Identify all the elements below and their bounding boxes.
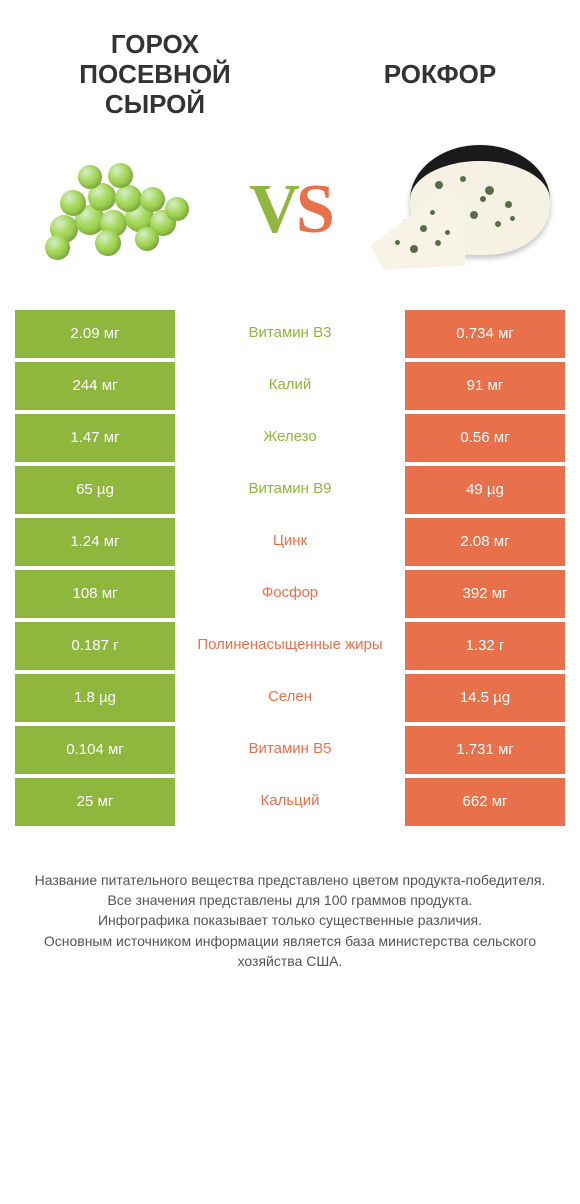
value-right: 1.32 г: [405, 622, 565, 670]
vs-s: S: [296, 171, 331, 248]
nutrient-row: 2.09 мгВитамин B30.734 мг: [15, 310, 565, 358]
nutrient-row: 25 мгКальций662 мг: [15, 778, 565, 826]
nutrient-row: 0.187 гПолиненасыщенные жиры1.32 г: [15, 622, 565, 670]
footer-notes: Название питательного вещества представл…: [0, 830, 580, 971]
value-right: 0.56 мг: [405, 414, 565, 462]
nutrient-row: 1.47 мгЖелезо0.56 мг: [15, 414, 565, 462]
value-left: 1.8 µg: [15, 674, 175, 722]
footer-line: Все значения представлены для 100 граммо…: [25, 890, 555, 910]
nutrient-name: Цинк: [175, 518, 405, 566]
footer-line: Основным источником информации является …: [25, 931, 555, 972]
nutrient-table: 2.09 мгВитамин B30.734 мг244 мгКалий91 м…: [0, 310, 580, 826]
nutrient-row: 108 мгФосфор392 мг: [15, 570, 565, 618]
nutrient-name: Кальций: [175, 778, 405, 826]
value-right: 2.08 мг: [405, 518, 565, 566]
value-left: 2.09 мг: [15, 310, 175, 358]
value-left: 244 мг: [15, 362, 175, 410]
nutrient-name: Фосфор: [175, 570, 405, 618]
value-right: 49 µg: [405, 466, 565, 514]
value-left: 1.24 мг: [15, 518, 175, 566]
title-left: ГОРОХ ПОСЕВНОЙ СЫРОЙ: [40, 30, 270, 120]
title-right: РОКФОР: [340, 30, 540, 90]
nutrient-name: Железо: [175, 414, 405, 462]
nutrient-name: Витамин B9: [175, 466, 405, 514]
value-right: 392 мг: [405, 570, 565, 618]
nutrient-row: 244 мгКалий91 мг: [15, 362, 565, 410]
nutrient-row: 0.104 мгВитамин B51.731 мг: [15, 726, 565, 774]
nutrient-name: Витамин B3: [175, 310, 405, 358]
cheese-image: [370, 140, 550, 280]
value-right: 91 мг: [405, 362, 565, 410]
value-left: 1.47 мг: [15, 414, 175, 462]
value-left: 0.104 мг: [15, 726, 175, 774]
nutrient-row: 1.24 мгЦинк2.08 мг: [15, 518, 565, 566]
vs-label: VS: [249, 175, 331, 245]
value-left: 108 мг: [15, 570, 175, 618]
nutrient-name: Полиненасыщенные жиры: [175, 622, 405, 670]
footer-line: Название питательного вещества представл…: [25, 870, 555, 890]
value-left: 0.187 г: [15, 622, 175, 670]
images-row: VS: [0, 130, 580, 310]
nutrient-row: 65 µgВитамин B949 µg: [15, 466, 565, 514]
footer-line: Инфографика показывает только существенн…: [25, 910, 555, 930]
nutrient-name: Селен: [175, 674, 405, 722]
nutrient-name: Витамин B5: [175, 726, 405, 774]
nutrient-row: 1.8 µgСелен14.5 µg: [15, 674, 565, 722]
value-left: 65 µg: [15, 466, 175, 514]
value-right: 0.734 мг: [405, 310, 565, 358]
value-right: 662 мг: [405, 778, 565, 826]
peas-image: [30, 140, 210, 280]
nutrient-name: Калий: [175, 362, 405, 410]
header: ГОРОХ ПОСЕВНОЙ СЫРОЙ РОКФОР: [0, 0, 580, 130]
value-right: 1.731 мг: [405, 726, 565, 774]
value-left: 25 мг: [15, 778, 175, 826]
value-right: 14.5 µg: [405, 674, 565, 722]
vs-v: V: [249, 171, 296, 248]
